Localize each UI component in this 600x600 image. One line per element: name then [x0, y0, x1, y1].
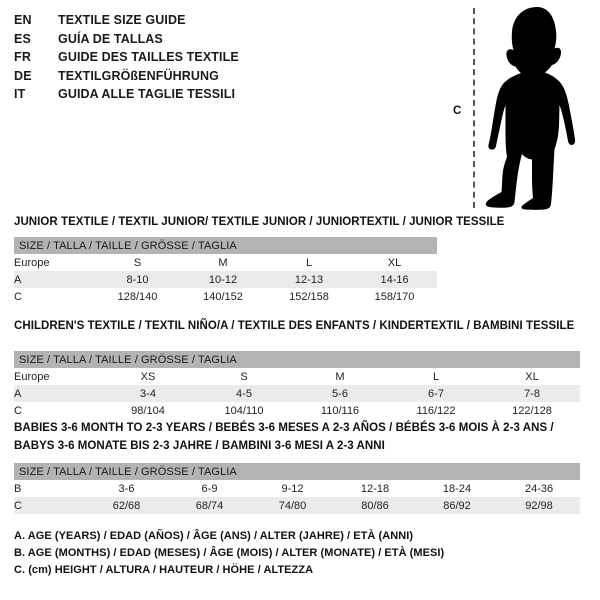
- language-title-text: TEXTILE SIZE GUIDE: [58, 13, 186, 27]
- language-code: EN: [14, 13, 32, 27]
- language-row-it: IT GUIDA ALLE TAGLIE TESSILI: [14, 87, 239, 106]
- row-cell: 3-4: [100, 385, 196, 402]
- legend-line-c: C. (cm) HEIGHT / ALTURA / HAUTEUR / HÖHE…: [14, 564, 314, 576]
- table-row: C 128/140 140/152 152/158 158/170: [14, 288, 438, 305]
- language-title-text: GUIDE DES TAILLES TEXTILE: [58, 50, 239, 64]
- table-row: Europe S M L XL: [14, 254, 438, 271]
- row-label: B: [14, 480, 85, 497]
- table-row: C 62/68 68/74 74/80 80/86 86/92 92/98: [14, 497, 581, 514]
- table-row: B 3-6 6-9 9-12 12-18 18-24 24-36: [14, 480, 581, 497]
- language-code: FR: [14, 50, 32, 64]
- babies-table-title-line1: BABIES 3-6 MONTH TO 2-3 YEARS / BEBÉS 3-…: [14, 422, 554, 434]
- language-row-es: ES GUÍA DE TALLAS: [14, 32, 239, 51]
- row-cell: M: [180, 254, 266, 271]
- row-cell: 80/86: [334, 497, 416, 514]
- row-cell: 86/92: [416, 497, 498, 514]
- row-cell: 98/104: [100, 402, 196, 419]
- row-cell: 14-16: [352, 271, 438, 288]
- row-cell: 122/128: [484, 402, 581, 419]
- junior-table-title: JUNIOR TEXTILE / TEXTIL JUNIOR/ TEXTILE …: [14, 216, 505, 228]
- legend-line-b: B. AGE (MONTHS) / EDAD (MESES) / ÂGE (MO…: [14, 547, 445, 559]
- language-row-en: EN TEXTILE SIZE GUIDE: [14, 13, 239, 32]
- row-cell: 4-5: [196, 385, 292, 402]
- language-code: DE: [14, 68, 32, 83]
- row-cell: 9-12: [251, 480, 334, 497]
- row-cell: 12-18: [334, 480, 416, 497]
- row-cell: S: [95, 254, 180, 271]
- table-row: Europe XS S M L XL: [14, 368, 581, 385]
- row-cell: 8-10: [95, 271, 180, 288]
- height-illustration: C: [440, 0, 600, 215]
- table-header-bar-label: SIZE / TALLA / TAILLE / GRÖSSE / TAGLIA: [14, 463, 581, 480]
- row-cell: 152/158: [266, 288, 352, 305]
- row-cell: 92/98: [498, 497, 581, 514]
- language-title-text: GUÍA DE TALLAS: [58, 31, 163, 46]
- row-cell: M: [292, 368, 388, 385]
- row-cell: L: [388, 368, 484, 385]
- row-label: Europe: [14, 368, 100, 385]
- row-cell: 110/116: [292, 402, 388, 419]
- row-cell: 5-6: [292, 385, 388, 402]
- height-measure-dashed-line: [473, 8, 475, 208]
- row-label: C: [14, 288, 95, 305]
- row-cell: 116/122: [388, 402, 484, 419]
- children-size-table: SIZE / TALLA / TAILLE / GRÖSSE / TAGLIA …: [14, 351, 581, 419]
- language-row-de: DE TEXTILGRÖßENFÜHRUNG: [14, 69, 239, 88]
- row-label: Europe: [14, 254, 95, 271]
- row-cell: 18-24: [416, 480, 498, 497]
- row-label: C: [14, 497, 85, 514]
- row-cell: 158/170: [352, 288, 438, 305]
- row-cell: 140/152: [180, 288, 266, 305]
- row-label: A: [14, 271, 95, 288]
- row-cell: 7-8: [484, 385, 581, 402]
- language-row-fr: FR GUIDE DES TAILLES TEXTILE: [14, 50, 239, 69]
- table-row: A 3-4 4-5 5-6 6-7 7-8: [14, 385, 581, 402]
- legend-line-a: A. AGE (YEARS) / EDAD (AÑOS) / ÂGE (ANS)…: [14, 530, 414, 542]
- babies-table-title-line2: BABYS 3-6 MONATE BIS 2-3 JAHRE / BAMBINI…: [14, 440, 385, 452]
- height-measure-label: C: [453, 105, 462, 117]
- row-cell: L: [266, 254, 352, 271]
- row-cell: S: [196, 368, 292, 385]
- table-header-bar: SIZE / TALLA / TAILLE / GRÖSSE / TAGLIA: [14, 351, 581, 368]
- row-label: C: [14, 402, 100, 419]
- babies-size-table: SIZE / TALLA / TAILLE / GRÖSSE / TAGLIA …: [14, 463, 581, 514]
- row-cell: 68/74: [168, 497, 251, 514]
- language-code: IT: [14, 87, 26, 101]
- row-cell: 10-12: [180, 271, 266, 288]
- legend-block: A. AGE (YEARS) / EDAD (AÑOS) / ÂGE (ANS)…: [14, 530, 444, 581]
- table-row: C 98/104 104/110 110/116 116/122 122/128: [14, 402, 581, 419]
- row-label: A: [14, 385, 100, 402]
- table-row: A 8-10 10-12 12-13 14-16: [14, 271, 438, 288]
- row-cell: 12-13: [266, 271, 352, 288]
- toddler-silhouette-icon: [485, 7, 576, 210]
- row-cell: XL: [352, 254, 438, 271]
- row-cell: 104/110: [196, 402, 292, 419]
- language-code: ES: [14, 31, 32, 46]
- children-table-title: CHILDREN'S TEXTILE / TEXTIL NIÑO/A / TEX…: [14, 320, 575, 332]
- row-cell: XL: [484, 368, 581, 385]
- row-cell: 6-9: [168, 480, 251, 497]
- row-cell: 62/68: [85, 497, 168, 514]
- row-cell: 74/80: [251, 497, 334, 514]
- table-header-bar-label: SIZE / TALLA / TAILLE / GRÖSSE / TAGLIA: [14, 351, 581, 368]
- row-cell: 24-36: [498, 480, 581, 497]
- language-title-text: TEXTILGRÖßENFÜHRUNG: [58, 68, 219, 83]
- row-cell: 6-7: [388, 385, 484, 402]
- junior-size-table: SIZE / TALLA / TAILLE / GRÖSSE / TAGLIA …: [14, 237, 438, 305]
- row-cell: 3-6: [85, 480, 168, 497]
- language-title-text: GUIDA ALLE TAGLIE TESSILI: [58, 87, 236, 101]
- table-header-bar-label: SIZE / TALLA / TAILLE / GRÖSSE / TAGLIA: [14, 237, 438, 254]
- table-header-bar: SIZE / TALLA / TAILLE / GRÖSSE / TAGLIA: [14, 463, 581, 480]
- table-header-bar: SIZE / TALLA / TAILLE / GRÖSSE / TAGLIA: [14, 237, 438, 254]
- row-cell: XS: [100, 368, 196, 385]
- row-cell: 128/140: [95, 288, 180, 305]
- language-title-block: EN TEXTILE SIZE GUIDE ES GUÍA DE TALLAS …: [14, 13, 239, 106]
